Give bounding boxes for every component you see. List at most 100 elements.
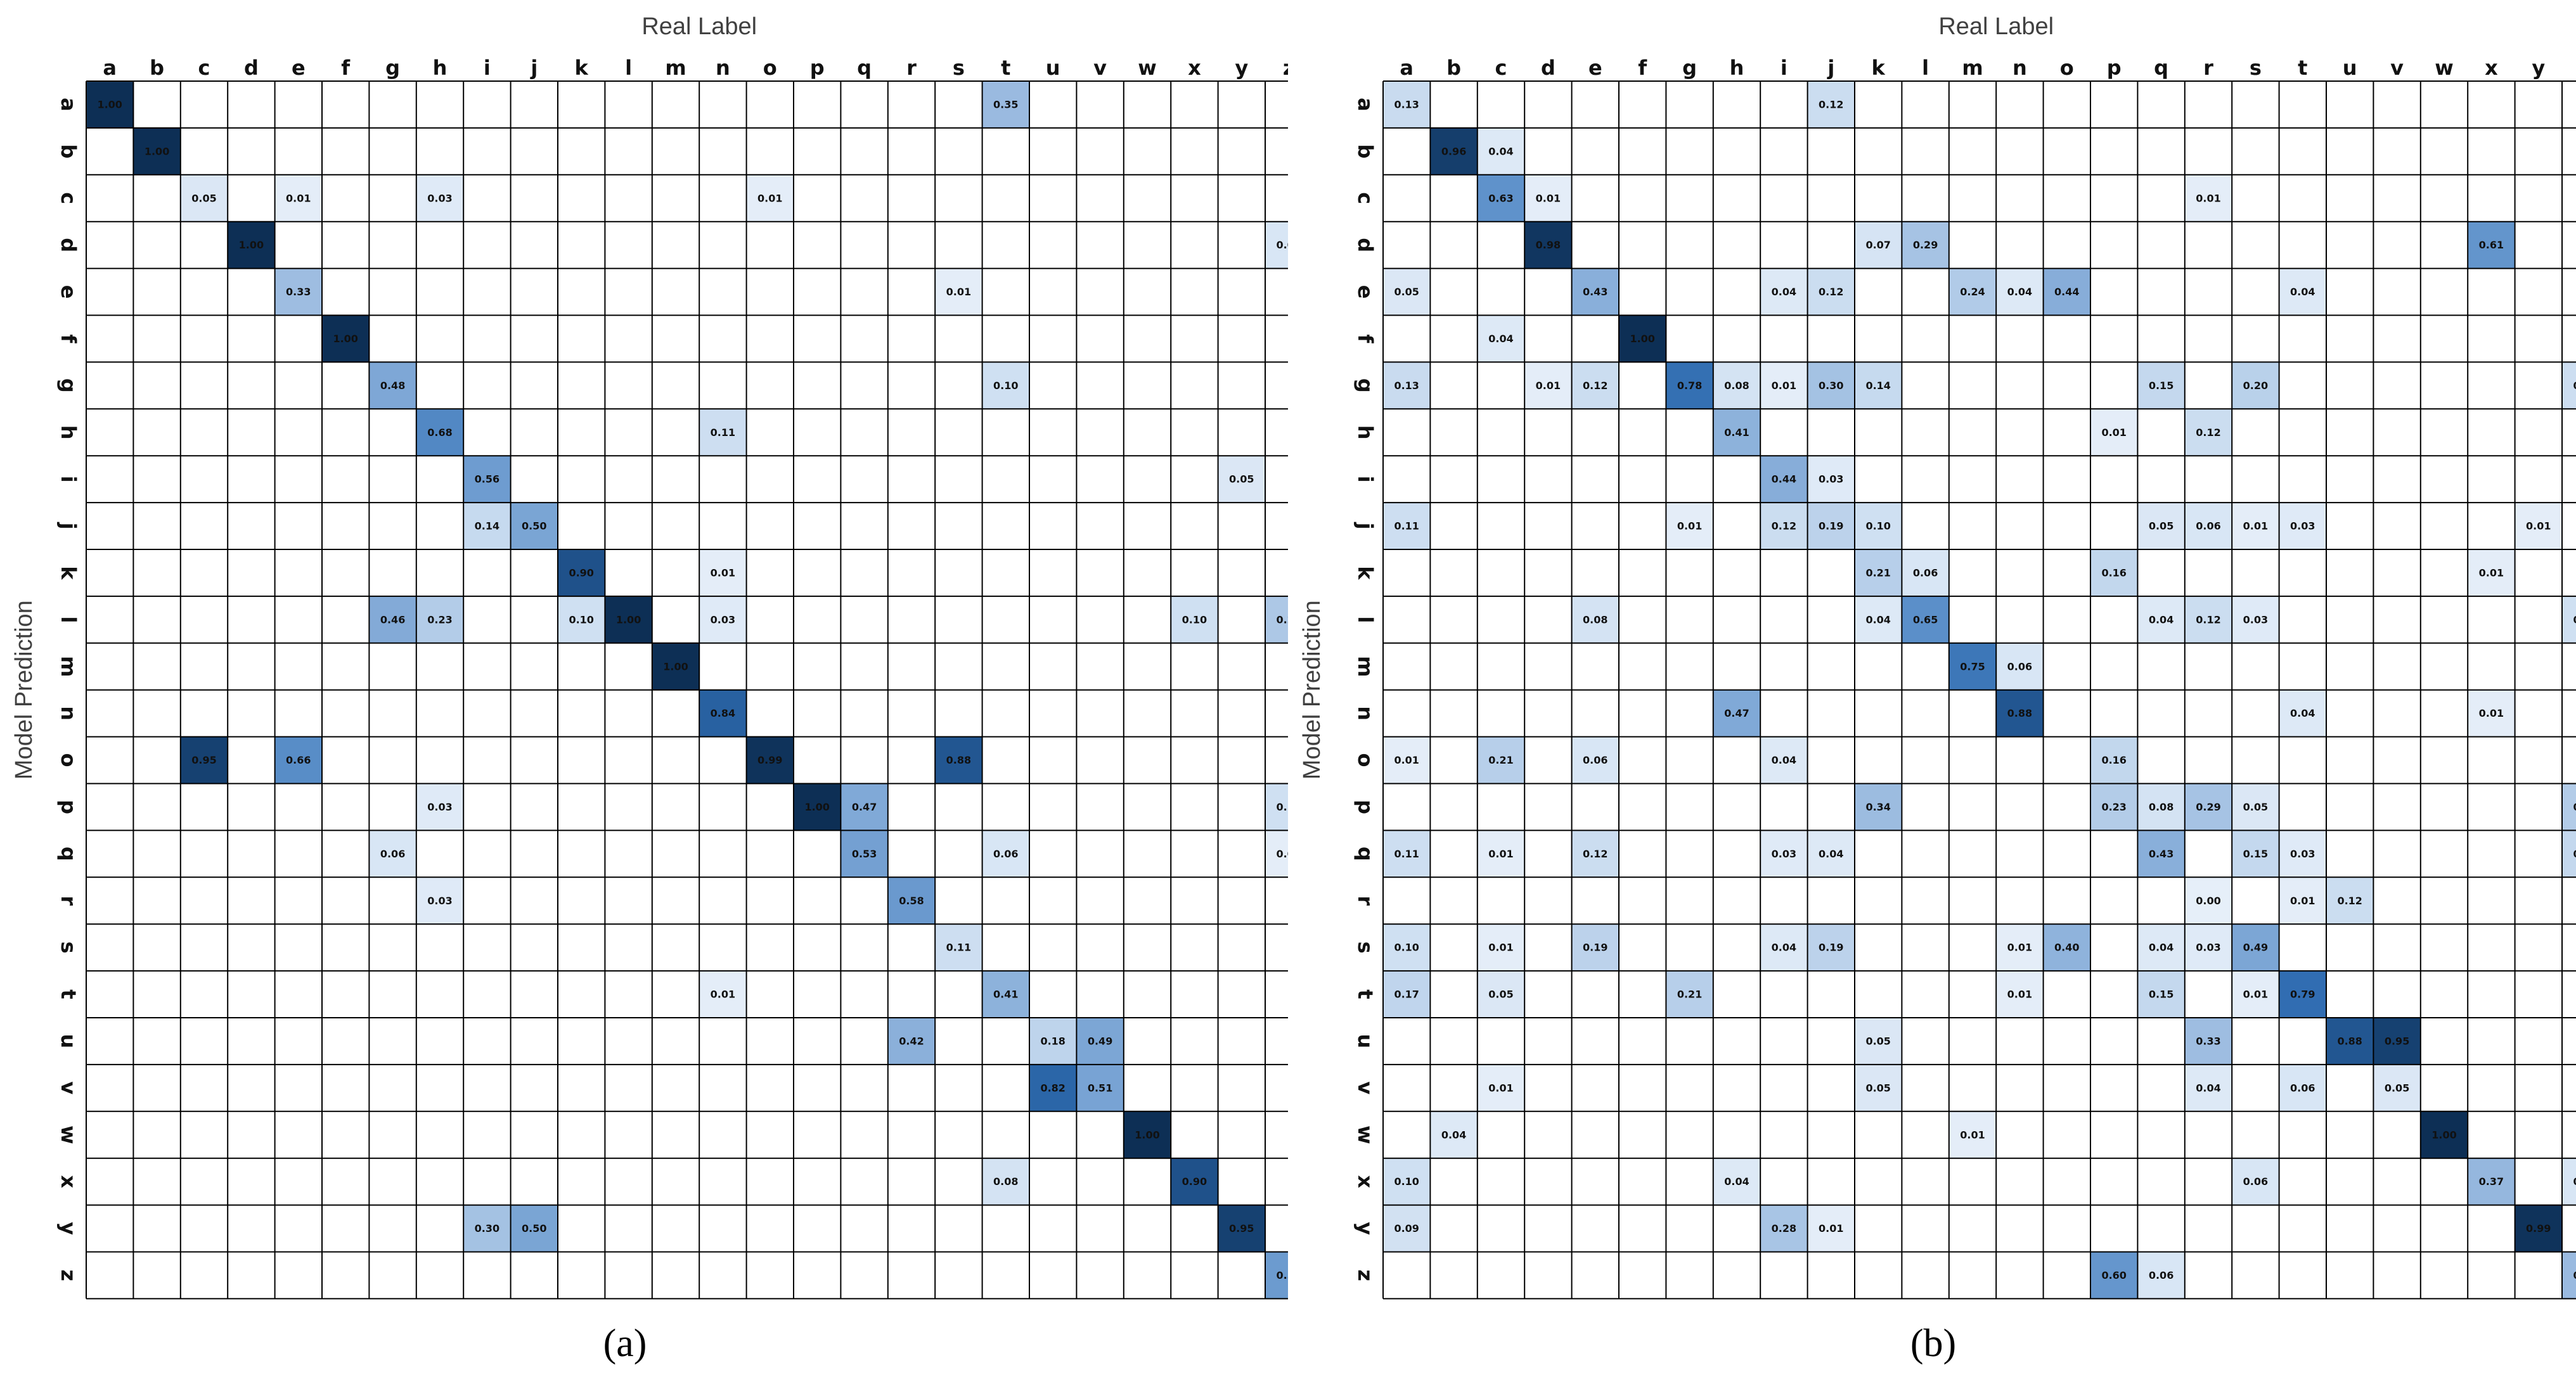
cell-x-s [2232, 1158, 2279, 1205]
row-label-d: d [56, 238, 80, 252]
cell-value-b-b: 0.96 [1441, 145, 1466, 157]
cell-t-c [1477, 971, 1525, 1018]
cell-s-q [2137, 924, 2185, 971]
cell-l-k [1855, 596, 1902, 643]
cell-value-x-x: 0.37 [2479, 1176, 2504, 1188]
cell-value-y-y: 0.95 [1229, 1222, 1254, 1234]
row-label-g: g [1353, 378, 1377, 393]
cell-value-z-p: 0.60 [2101, 1269, 2126, 1281]
cell-p-s [2232, 783, 2279, 831]
cell-value-v-c: 0.01 [1488, 1082, 1513, 1094]
cell-value-p-p: 1.00 [804, 801, 829, 813]
cell-value-x-z: 0.06 [2573, 1176, 2576, 1188]
cell-j-j [510, 503, 558, 549]
cell-e-j [1807, 268, 1855, 316]
cell-s-i [1760, 924, 1808, 971]
cell-value-l-x: 0.10 [1182, 613, 1207, 625]
cell-value-d-d: 0.98 [1536, 239, 1561, 251]
cell-v-c [1477, 1064, 1525, 1112]
cell-value-t-n: 0.01 [711, 989, 735, 1001]
cell-j-i [463, 503, 511, 549]
cell-value-i-j: 0.03 [1819, 473, 1843, 485]
cell-value-g-e: 0.12 [1583, 380, 1607, 392]
column-label-g: g [385, 56, 400, 80]
cell-value-g-q: 0.15 [2149, 380, 2174, 392]
cell-h-r [2184, 409, 2232, 456]
row-label-m: m [56, 656, 80, 677]
cell-value-k-k: 0.90 [569, 567, 593, 579]
column-label-v: v [1093, 56, 1107, 80]
column-label-f: f [1638, 56, 1647, 80]
cell-value-f-f: 1.00 [1630, 333, 1654, 345]
column-label-o: o [763, 56, 777, 80]
cell-value-j-i: 0.12 [1772, 520, 1796, 532]
cell-i-i [1760, 456, 1808, 503]
cell-value-p-q: 0.08 [2149, 801, 2174, 813]
cell-f-f [1619, 315, 1666, 362]
cell-r-u [2326, 877, 2374, 925]
cell-value-f-c: 0.04 [1488, 333, 1513, 345]
cell-value-g-a: 0.13 [1394, 380, 1419, 392]
cell-e-i [1760, 268, 1808, 316]
cell-q-q [840, 830, 888, 878]
column-label-w: w [2435, 56, 2454, 80]
cell-q-g [369, 830, 416, 878]
cell-y-y [1218, 1205, 1265, 1252]
column-label-h: h [433, 56, 448, 80]
row-label-k: k [1353, 566, 1377, 580]
row-label-x: x [56, 1175, 80, 1188]
column-label-w: w [1138, 56, 1157, 80]
cell-l-z [1265, 596, 1288, 643]
column-label-c: c [1495, 56, 1507, 80]
cell-value-t-c: 0.05 [1488, 989, 1513, 1001]
cell-value-j-s: 0.01 [2243, 520, 2268, 532]
cell-value-s-s: 0.49 [2243, 942, 2268, 954]
cell-q-t [982, 830, 1029, 878]
cell-value-g-g: 0.48 [380, 380, 405, 392]
cell-value-m-m: 0.75 [1960, 660, 1985, 672]
cell-value-n-h: 0.47 [1724, 707, 1749, 719]
cell-value-r-r: 0.00 [2196, 895, 2220, 907]
row-label-e: e [1353, 285, 1377, 299]
cell-n-n [1996, 689, 2044, 737]
cell-value-y-j: 0.01 [1819, 1222, 1843, 1234]
cell-p-h [416, 783, 464, 831]
cell-b-c [1477, 127, 1525, 175]
cell-value-q-z: 0.01 [1276, 848, 1288, 860]
row-label-c: c [56, 192, 80, 204]
cell-c-r [2184, 174, 2232, 222]
cell-s-j [1807, 924, 1855, 971]
cell-value-d-d: 1.00 [239, 239, 264, 251]
cell-value-d-x: 0.61 [2479, 239, 2504, 251]
cell-value-d-l: 0.29 [1913, 239, 1938, 251]
cell-a-a [86, 81, 134, 128]
cell-m-n [1996, 643, 2044, 690]
cell-value-v-r: 0.04 [2196, 1082, 2220, 1094]
cell-s-c [1477, 924, 1525, 971]
cell-p-p [2090, 783, 2138, 831]
cell-value-p-p: 0.23 [2101, 801, 2126, 813]
cell-u-k [1855, 1018, 1902, 1065]
cell-value-h-p: 0.01 [2101, 426, 2126, 439]
cell-value-q-e: 0.12 [1583, 848, 1607, 860]
cell-j-a [1383, 503, 1431, 549]
cell-value-e-a: 0.05 [1394, 286, 1419, 298]
cell-t-n [699, 971, 747, 1018]
cell-value-v-k: 0.05 [1865, 1082, 1890, 1094]
column-label-d: d [1541, 56, 1555, 80]
cell-value-z-z: 0.57 [1276, 1269, 1288, 1281]
cell-value-q-g: 0.06 [380, 848, 405, 860]
cell-o-o [746, 736, 794, 784]
column-label-q: q [857, 56, 872, 80]
cell-j-i [1760, 503, 1808, 549]
cell-value-r-t: 0.01 [2290, 895, 2315, 907]
cell-value-j-q: 0.05 [2149, 520, 2174, 532]
cell-j-y [2515, 503, 2562, 549]
cell-value-y-j: 0.50 [522, 1222, 546, 1234]
cell-value-l-s: 0.03 [2243, 613, 2268, 625]
cell-value-l-r: 0.12 [2196, 613, 2220, 625]
column-label-b: b [150, 56, 164, 80]
cell-value-t-g: 0.21 [1677, 989, 1702, 1001]
cell-value-e-e: 0.33 [286, 286, 311, 298]
row-label-g: g [56, 378, 80, 393]
